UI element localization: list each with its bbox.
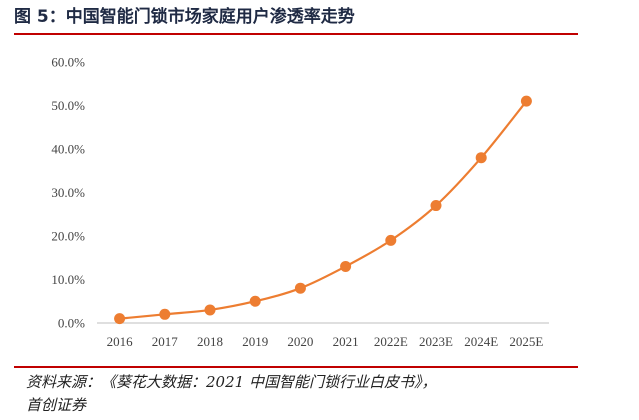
x-tick-label: 2020	[287, 334, 313, 349]
title-divider	[14, 33, 578, 35]
y-tick-label: 10.0%	[51, 272, 85, 287]
series-layer	[114, 95, 532, 325]
series-line	[119, 100, 528, 320]
data-point	[159, 308, 171, 320]
data-point	[340, 260, 352, 272]
x-tick-label: 2016	[107, 334, 134, 349]
source-note: 资料来源：《葵花大数据：2021 中国智能门锁行业白皮书》， 首创证券	[26, 371, 626, 417]
axes: 0.0% 10.0% 20.0% 30.0% 40.0% 50.0% 60.0% 2016 20…	[51, 55, 549, 349]
x-tick-label: 2025E	[509, 334, 543, 349]
x-tick-label: 2024E	[464, 334, 498, 349]
y-tick-label: 60.0%	[51, 55, 85, 70]
y-tick-label: 20.0%	[51, 229, 85, 244]
x-tick-label: 2017	[152, 334, 179, 349]
line-chart: 0.0% 10.0% 20.0% 30.0% 40.0% 50.0% 60.0% 2016 20…	[51, 55, 549, 349]
y-tick-label: 0.0%	[58, 316, 85, 331]
x-tick-label: 2019	[242, 334, 268, 349]
data-point	[520, 95, 532, 107]
data-point	[294, 282, 306, 294]
y-tick-label: 30.0%	[51, 185, 85, 200]
data-point	[114, 313, 126, 325]
source-line-1: 资料来源：《葵花大数据：2021 中国智能门锁行业白皮书》，	[26, 373, 437, 391]
source-divider	[14, 366, 578, 368]
source-line-2: 首创证券	[26, 396, 87, 414]
x-tick-label: 2022E	[374, 334, 408, 349]
x-tick-label: 2018	[197, 334, 223, 349]
data-point	[249, 295, 261, 307]
y-tick-label: 40.0%	[51, 142, 85, 157]
figure-title: 图 5：中国智能门锁市场家庭用户渗透率走势	[14, 7, 355, 27]
data-point	[204, 304, 216, 316]
data-point	[430, 200, 442, 212]
x-tick-label: 2023E	[419, 334, 453, 349]
y-tick-label: 50.0%	[51, 98, 85, 113]
data-point	[475, 152, 487, 164]
x-tick-label: 2021	[333, 334, 359, 349]
data-point	[385, 234, 397, 246]
